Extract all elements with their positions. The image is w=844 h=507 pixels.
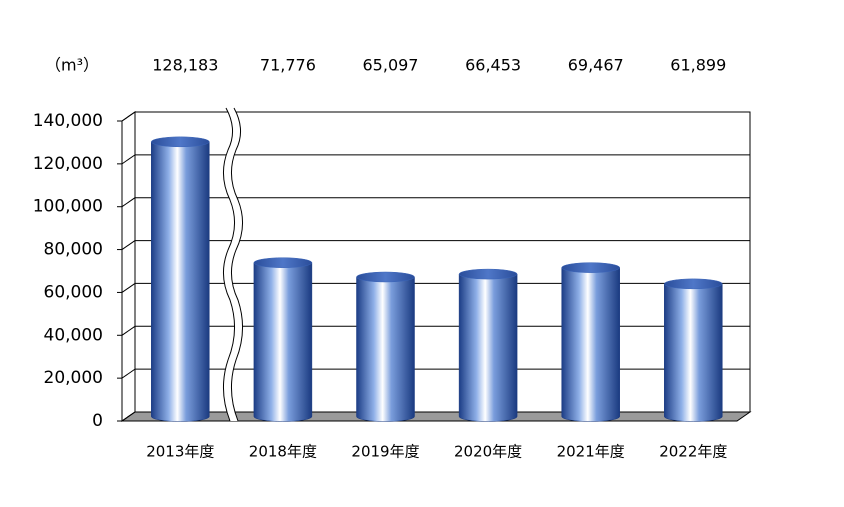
axis-break (223, 108, 243, 421)
value-label: 69,467 (568, 56, 624, 75)
y-tick-label: 40,000 (44, 325, 103, 345)
bar (151, 141, 210, 422)
grid-line (121, 240, 136, 250)
grid-line (121, 197, 136, 208)
unit-label: （m³） (45, 56, 99, 75)
side-wall (121, 111, 136, 422)
bar-top (664, 278, 723, 290)
x-tick-label: 2018年度 (249, 443, 317, 461)
y-tick-label: 80,000 (44, 240, 103, 260)
x-tick-label: 2019年度 (351, 443, 419, 461)
x-tick-label: 2020年度 (454, 443, 522, 461)
x-tick-label: 2022年度 (659, 443, 727, 461)
value-label: 61,899 (670, 56, 726, 75)
bar-top (356, 271, 415, 283)
bar-top (561, 262, 620, 273)
axis-break-line (231, 107, 243, 422)
grid-line (121, 111, 136, 122)
x-tick-label: 2013年度 (146, 443, 214, 461)
y-tick-label: 100,000 (33, 197, 103, 217)
grid-line (121, 411, 136, 422)
x-tick-label: 2021年度 (557, 443, 625, 461)
bar (458, 273, 518, 422)
grid-line (121, 154, 136, 165)
bar (561, 267, 620, 422)
bar (253, 262, 313, 422)
bars (151, 136, 723, 422)
y-tick-label: 140,000 (33, 111, 103, 131)
bar (664, 283, 723, 422)
grid (121, 111, 750, 422)
axis-break-line (223, 107, 235, 422)
y-tick-label: 0 (92, 411, 103, 431)
value-label: 65,097 (363, 56, 419, 75)
grid-line (121, 283, 136, 293)
value-label: 128,183 (152, 56, 218, 75)
value-label: 66,453 (465, 56, 521, 75)
y-tick-label: 120,000 (33, 154, 103, 174)
bar-top (253, 257, 313, 268)
bar (356, 276, 415, 422)
floor (120, 411, 752, 422)
grid-line (121, 325, 136, 336)
plot-frame (120, 111, 752, 422)
bar-top (458, 268, 518, 280)
bar-top (151, 136, 210, 148)
y-tick-label: 60,000 (44, 282, 103, 302)
grid-line (121, 368, 136, 379)
value-label: 71,776 (260, 56, 316, 75)
y-tick-label: 20,000 (44, 368, 103, 388)
